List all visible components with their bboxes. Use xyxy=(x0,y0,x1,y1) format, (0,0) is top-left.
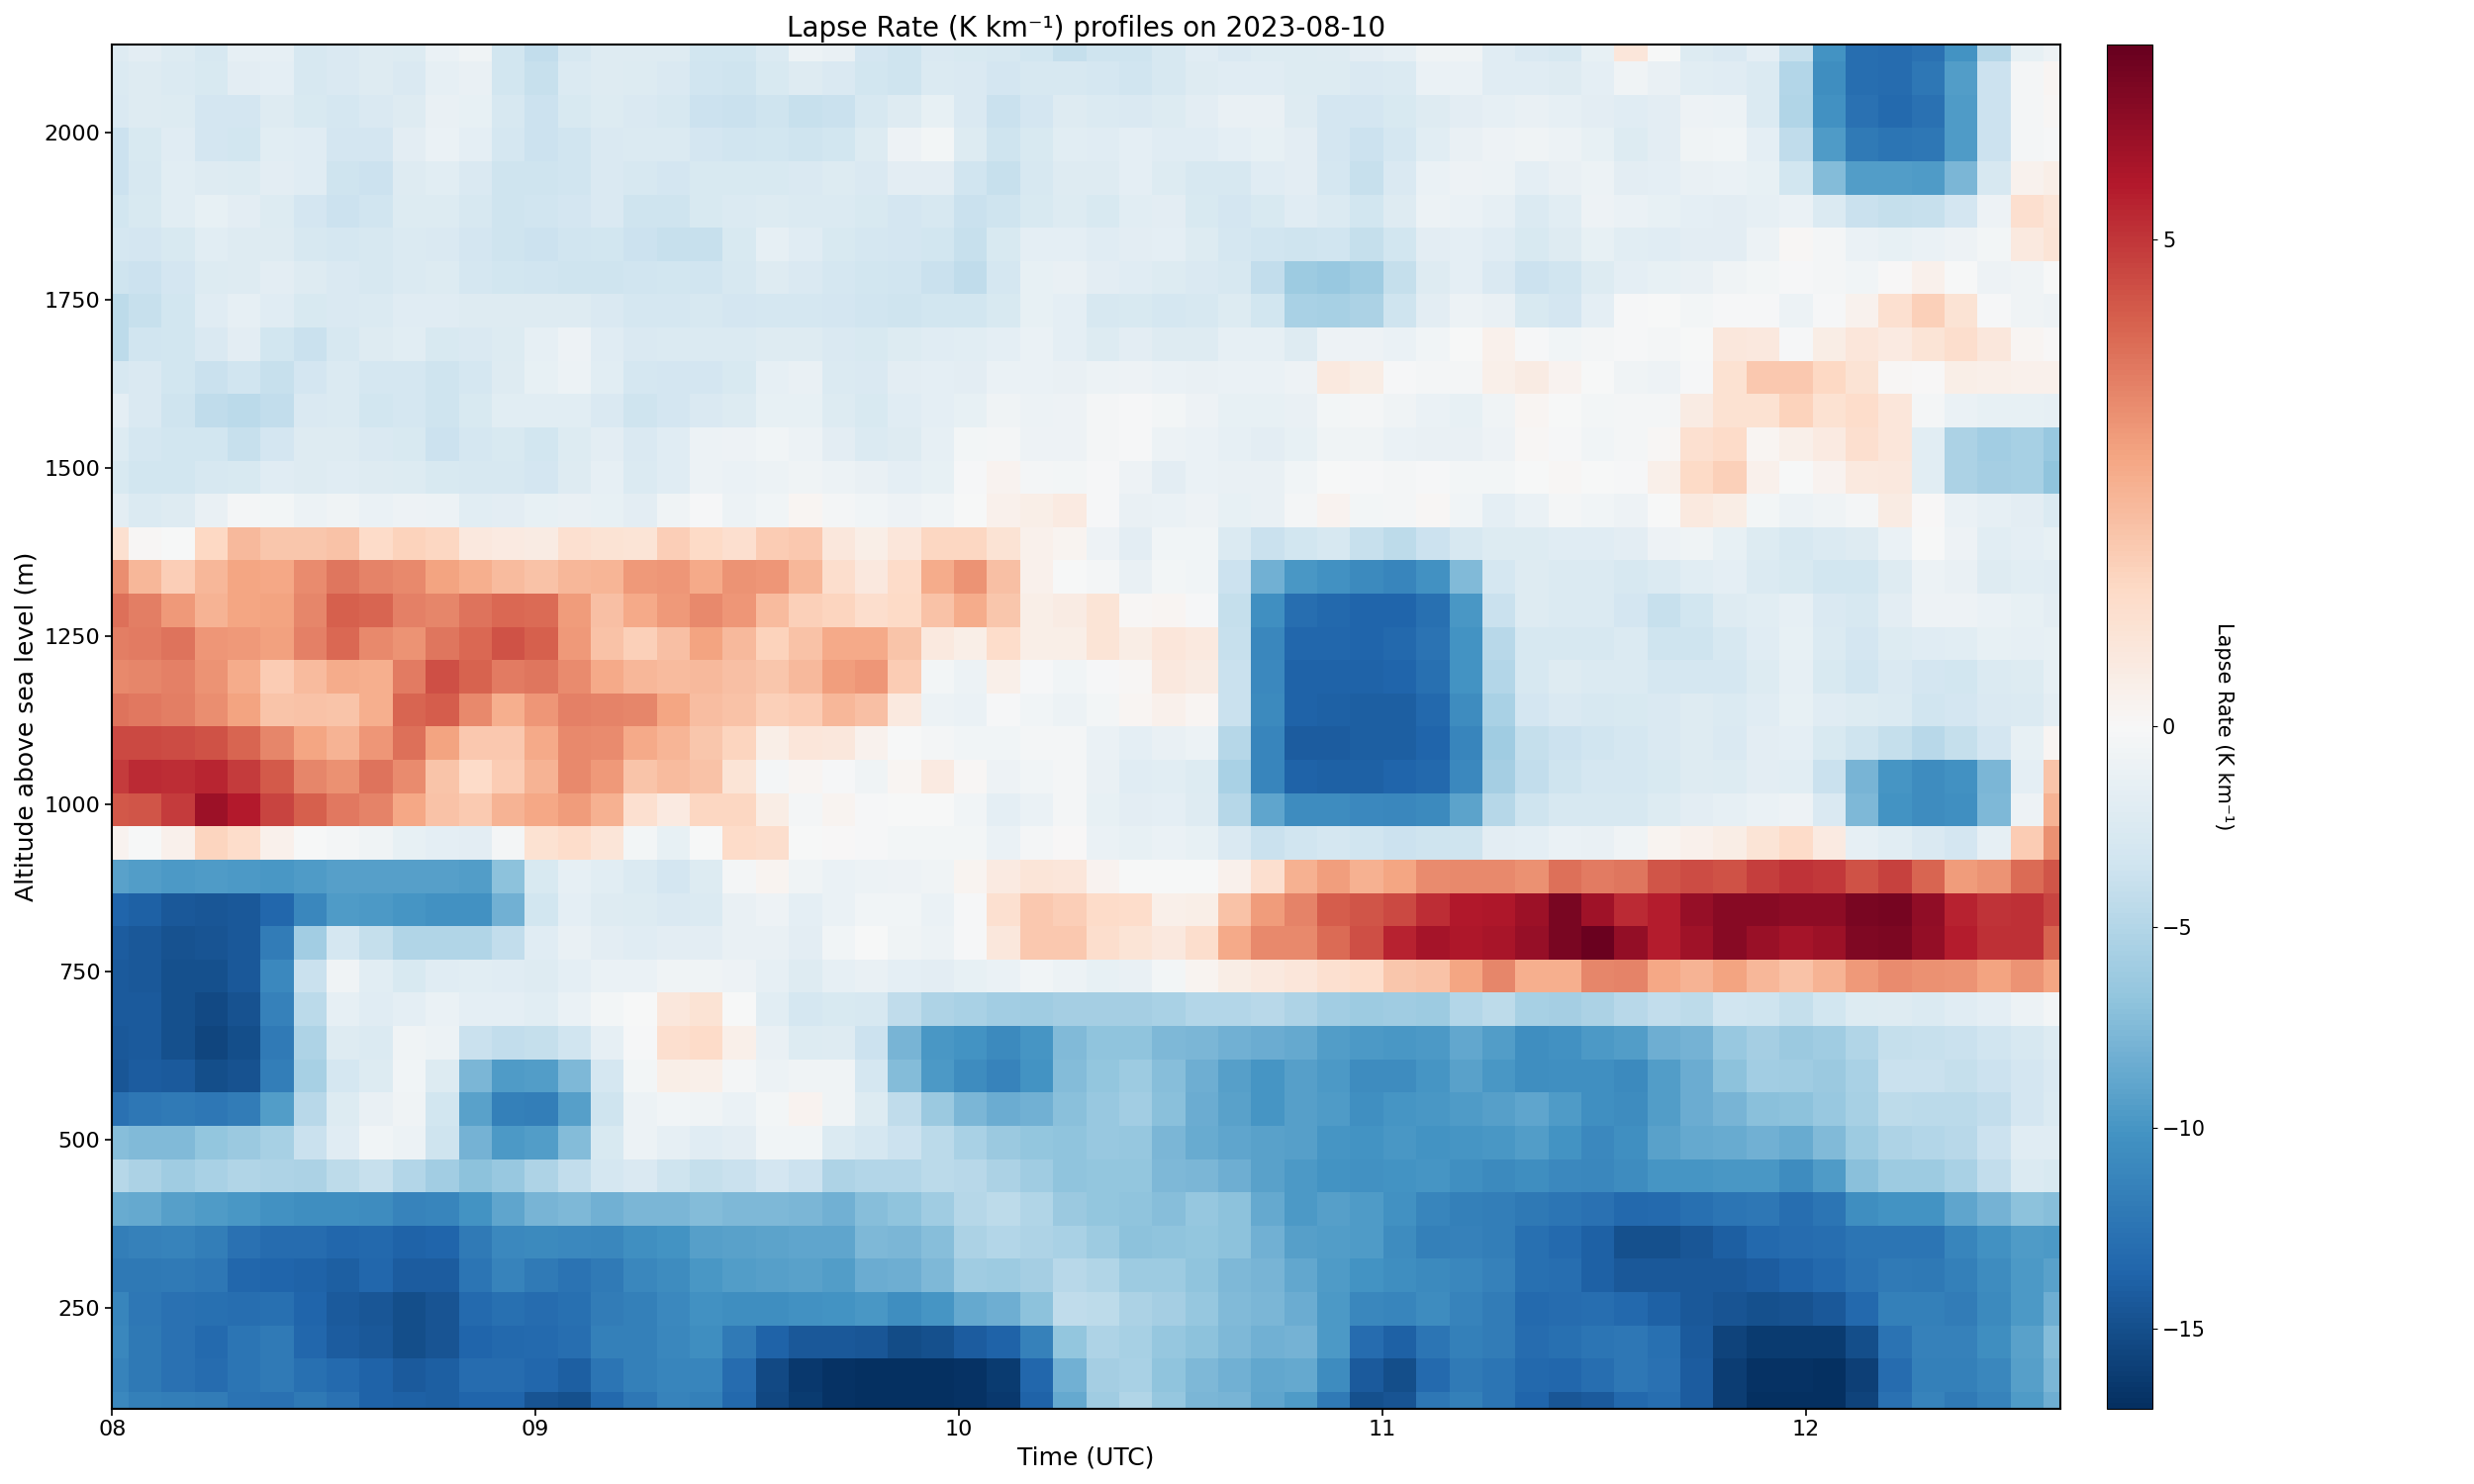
Title: Lapse Rate (K km⁻¹) profiles on 2023-08-10: Lapse Rate (K km⁻¹) profiles on 2023-08-… xyxy=(787,15,1385,43)
X-axis label: Time (UTC): Time (UTC) xyxy=(1017,1445,1155,1469)
Y-axis label: Lapse Rate (K km⁻¹): Lapse Rate (K km⁻¹) xyxy=(2214,623,2234,831)
Y-axis label: Altitude above sea level (m): Altitude above sea level (m) xyxy=(15,552,40,901)
